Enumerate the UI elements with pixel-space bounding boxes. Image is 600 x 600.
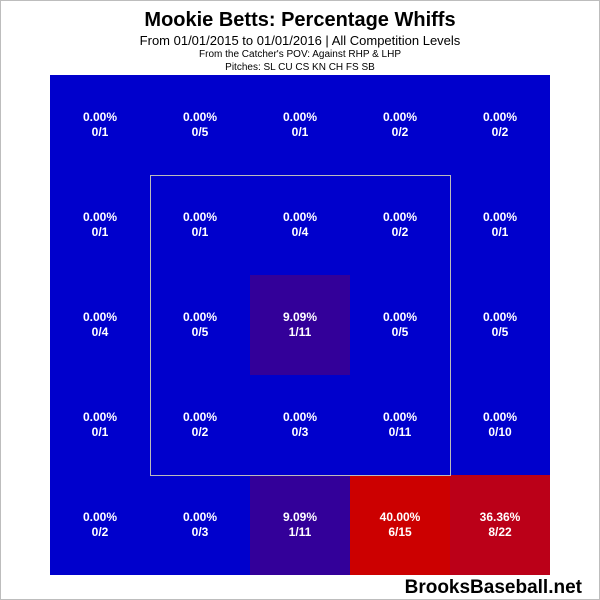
cell-count-label: 0/5	[492, 325, 509, 339]
heatmap-cell-r4-c1	[150, 475, 250, 575]
cell-count-label: 0/2	[392, 225, 409, 239]
chart-title: Mookie Betts: Percentage Whiffs	[144, 9, 456, 31]
cell-count-label: 0/1	[92, 125, 109, 139]
heatmap-cell-r0-c0	[50, 75, 150, 175]
heatmap-cell-r2-c2	[250, 275, 350, 375]
cell-count-label: 0/2	[392, 125, 409, 139]
heatmap-cell-r2-c1	[150, 275, 250, 375]
heatmap-cell-r2-c3	[350, 275, 450, 375]
cell-percent-label: 0.00%	[183, 210, 217, 224]
cell-percent-label: 0.00%	[483, 410, 517, 424]
chart-note-pov: From the Catcher's POV: Against RHP & LH…	[199, 49, 401, 60]
cell-percent-label: 0.00%	[83, 210, 117, 224]
heatmap-cell-r4-c0	[50, 475, 150, 575]
heatmap-cell-r3-c0	[50, 375, 150, 475]
cell-percent-label: 36.36%	[480, 510, 521, 524]
chart-note-pitches: Pitches: SL CU CS KN CH FS SB	[225, 62, 375, 73]
strike-zone-outline	[150, 175, 451, 476]
cell-percent-label: 0.00%	[483, 310, 517, 324]
cell-count-label: 0/5	[192, 325, 209, 339]
cell-count-label: 0/5	[392, 325, 409, 339]
cell-percent-label: 40.00%	[380, 510, 421, 524]
heatmap-cell-r3-c3	[350, 375, 450, 475]
cell-count-label: 0/2	[492, 125, 509, 139]
cell-percent-label: 0.00%	[83, 110, 117, 124]
heatmap-cell-r2-c0	[50, 275, 150, 375]
heatmap-cell-r1-c0	[50, 175, 150, 275]
cell-count-label: 0/1	[192, 225, 209, 239]
cell-percent-label: 0.00%	[283, 410, 317, 424]
cell-count-label: 0/1	[92, 425, 109, 439]
cell-percent-label: 0.00%	[483, 110, 517, 124]
cell-percent-label: 0.00%	[383, 110, 417, 124]
heatmap-cell-r3-c4	[450, 375, 550, 475]
heatmap-cell-r1-c4	[450, 175, 550, 275]
cell-count-label: 0/4	[292, 225, 309, 239]
cell-count-label: 0/1	[292, 125, 309, 139]
cell-count-label: 0/1	[492, 225, 509, 239]
cell-count-label: 0/3	[292, 425, 309, 439]
cell-count-label: 0/2	[92, 525, 109, 539]
heatmap-cell-r4-c2	[250, 475, 350, 575]
heatmap-cell-r1-c1	[150, 175, 250, 275]
heatmap-cell-r1-c2	[250, 175, 350, 275]
cell-percent-label: 0.00%	[183, 310, 217, 324]
heatmap-cell-r0-c4	[450, 75, 550, 175]
heatmap-cell-r0-c3	[350, 75, 450, 175]
cell-percent-label: 0.00%	[183, 110, 217, 124]
heatmap-cell-r3-c1	[150, 375, 250, 475]
cell-count-label: 1/11	[289, 525, 312, 539]
cell-percent-label: 0.00%	[83, 410, 117, 424]
cell-percent-label: 0.00%	[183, 410, 217, 424]
cell-count-label: 0/11	[389, 425, 412, 439]
cell-percent-label: 0.00%	[383, 310, 417, 324]
cell-percent-label: 0.00%	[283, 210, 317, 224]
cell-count-label: 0/3	[192, 525, 209, 539]
cell-percent-label: 9.09%	[283, 510, 317, 524]
heatmap-cell-r4-c3	[350, 475, 450, 575]
cell-count-label: 8/22	[488, 525, 512, 539]
heatmap-cell-r0-c1	[150, 75, 250, 175]
cell-count-label: 0/4	[92, 325, 109, 339]
heatmap-cell-r1-c3	[350, 175, 450, 275]
cell-count-label: 0/2	[192, 425, 209, 439]
cell-count-label: 0/5	[192, 125, 209, 139]
heatmap-cell-r3-c2	[250, 375, 350, 475]
cell-count-label: 6/15	[388, 525, 412, 539]
cell-percent-label: 9.09%	[283, 310, 317, 324]
cell-count-label: 1/11	[289, 325, 312, 339]
heatmap-cell-r2-c4	[450, 275, 550, 375]
cell-count-label: 0/10	[488, 425, 512, 439]
watermark: BrooksBaseball.net	[404, 577, 582, 598]
chart-subtitle: From 01/01/2015 to 01/01/2016 | All Comp…	[139, 33, 461, 48]
cell-percent-label: 0.00%	[183, 510, 217, 524]
cell-percent-label: 0.00%	[383, 410, 417, 424]
cell-percent-label: 0.00%	[383, 210, 417, 224]
heatmap-cell-r4-c4	[450, 475, 550, 575]
cell-percent-label: 0.00%	[483, 210, 517, 224]
cell-percent-label: 0.00%	[283, 110, 317, 124]
cell-count-label: 0/1	[92, 225, 109, 239]
cell-percent-label: 0.00%	[83, 510, 117, 524]
cell-percent-label: 0.00%	[83, 310, 117, 324]
heatmap-cell-r0-c2	[250, 75, 350, 175]
